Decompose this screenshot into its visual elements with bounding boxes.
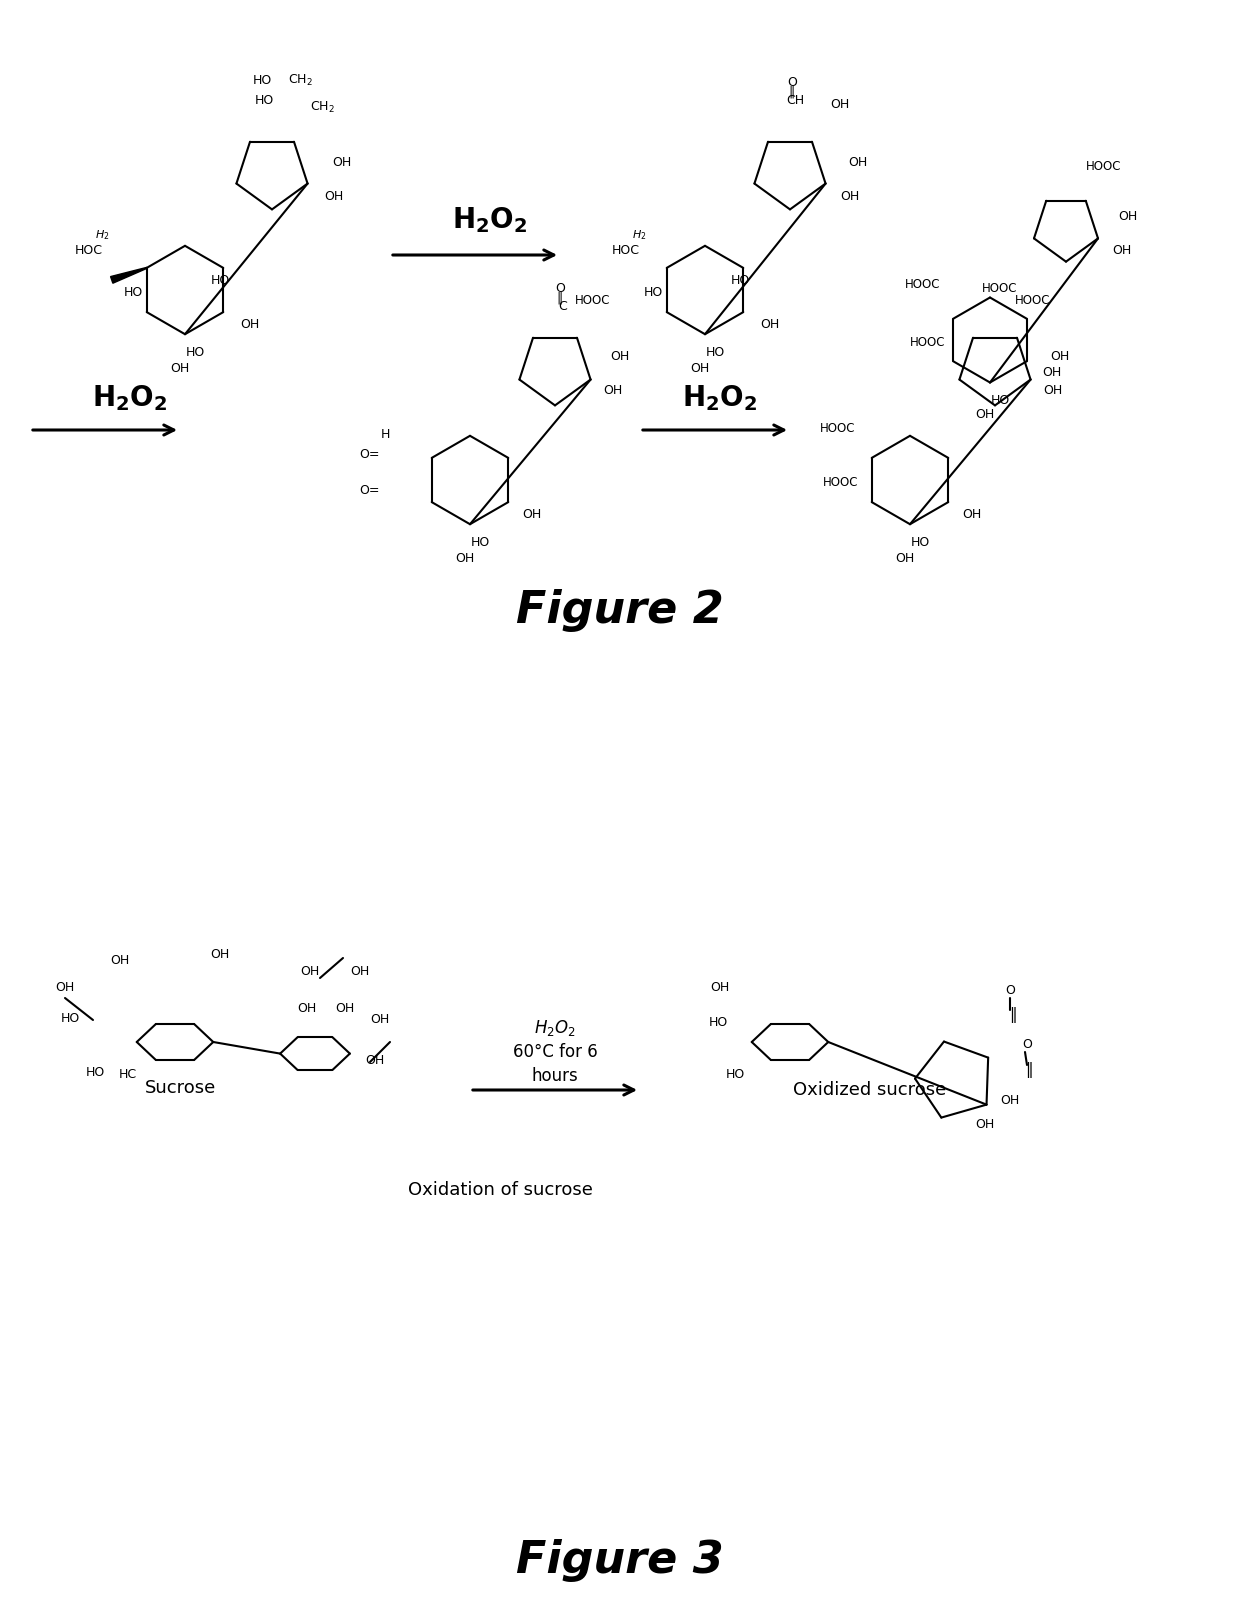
Text: OH: OH	[325, 190, 343, 203]
Text: OH: OH	[1050, 350, 1070, 363]
Text: HOOC: HOOC	[904, 279, 940, 292]
Text: C: C	[559, 300, 568, 313]
Text: OH: OH	[371, 1014, 389, 1027]
Text: HO: HO	[910, 535, 930, 548]
Text: ‖: ‖	[1009, 1008, 1017, 1024]
Text: $\mathbf{H_2O_2}$: $\mathbf{H_2O_2}$	[453, 205, 528, 235]
Text: OH: OH	[760, 319, 780, 332]
Text: Oxidation of sucrose: Oxidation of sucrose	[408, 1182, 593, 1199]
Text: HOOC: HOOC	[982, 282, 1018, 295]
Text: OH: OH	[300, 966, 320, 978]
Text: HO: HO	[253, 74, 272, 87]
Text: OH: OH	[1043, 384, 1063, 397]
Text: $H_2$: $H_2$	[632, 229, 647, 242]
Text: OH: OH	[455, 551, 475, 564]
Text: hours: hours	[532, 1067, 578, 1085]
Text: OH: OH	[711, 982, 729, 995]
Text: ‖: ‖	[789, 85, 795, 98]
Text: $H_2$: $H_2$	[95, 229, 110, 242]
Text: HO: HO	[124, 285, 143, 298]
Text: HO: HO	[706, 345, 724, 358]
Text: ‖: ‖	[557, 292, 563, 305]
Text: OH: OH	[841, 190, 859, 203]
Text: CH$_2$: CH$_2$	[288, 73, 312, 87]
Text: HOOC: HOOC	[1016, 293, 1050, 306]
Text: ‖: ‖	[1025, 1062, 1033, 1078]
Text: Sucrose: Sucrose	[144, 1078, 216, 1098]
Text: 60°C for 6: 60°C for 6	[512, 1043, 598, 1061]
Text: HOC: HOC	[613, 243, 640, 256]
Text: HO: HO	[61, 1011, 79, 1025]
Text: OH: OH	[332, 155, 352, 169]
Text: HO: HO	[211, 274, 229, 287]
Text: OH: OH	[976, 1119, 994, 1132]
Text: OH: OH	[241, 319, 259, 332]
Text: OH: OH	[56, 982, 74, 995]
Text: OH: OH	[366, 1054, 384, 1067]
Text: O: O	[1022, 1038, 1032, 1051]
Text: OH: OH	[895, 551, 915, 564]
Text: O: O	[787, 76, 797, 89]
Text: OH: OH	[962, 508, 982, 522]
Text: O: O	[556, 282, 565, 295]
Text: OH: OH	[211, 948, 229, 961]
Text: HO: HO	[644, 285, 663, 298]
Text: OH: OH	[610, 350, 630, 363]
Text: OH: OH	[110, 954, 130, 967]
Text: OH: OH	[170, 361, 190, 374]
Text: HO: HO	[708, 1016, 728, 1028]
Text: $\mathbf{H_2O_2}$: $\mathbf{H_2O_2}$	[92, 384, 167, 413]
Text: HO: HO	[86, 1066, 105, 1078]
Text: $\mathbf{H_2O_2}$: $\mathbf{H_2O_2}$	[682, 384, 758, 413]
Text: CH$_2$: CH$_2$	[310, 100, 335, 114]
Text: HOC: HOC	[74, 243, 103, 256]
Polygon shape	[110, 268, 146, 284]
Text: H: H	[381, 429, 391, 442]
Text: OH: OH	[976, 408, 994, 421]
Text: Oxidized sucrose: Oxidized sucrose	[794, 1082, 946, 1099]
Text: HO: HO	[185, 345, 205, 358]
Text: OH: OH	[335, 1001, 355, 1014]
Text: OH: OH	[831, 97, 849, 111]
Text: HOOC: HOOC	[575, 293, 611, 306]
Text: HC: HC	[119, 1069, 136, 1082]
Text: HOOC: HOOC	[820, 421, 856, 435]
Text: Figure 2: Figure 2	[516, 588, 724, 632]
Text: O: O	[1006, 983, 1014, 996]
Text: CH: CH	[786, 93, 804, 106]
Text: HO: HO	[470, 535, 490, 548]
Text: HO: HO	[730, 274, 750, 287]
Text: OH: OH	[1118, 210, 1137, 222]
Text: HOOC: HOOC	[1086, 160, 1122, 172]
Text: HO: HO	[725, 1069, 745, 1082]
Text: OH: OH	[604, 384, 622, 397]
Text: OH: OH	[1112, 243, 1132, 256]
Text: $H_2O_2$: $H_2O_2$	[534, 1019, 575, 1038]
Text: HOOC: HOOC	[909, 335, 945, 348]
Text: OH: OH	[1001, 1093, 1019, 1106]
Text: OH: OH	[691, 361, 709, 374]
Text: OH: OH	[351, 966, 370, 978]
Text: O=: O=	[360, 484, 379, 496]
Text: O=: O=	[360, 448, 379, 461]
Text: HO: HO	[254, 93, 274, 106]
Text: OH: OH	[848, 155, 868, 169]
Text: Figure 3: Figure 3	[516, 1538, 724, 1581]
Text: HO: HO	[991, 393, 1009, 406]
Text: OH: OH	[522, 508, 542, 522]
Text: OH: OH	[1043, 366, 1061, 379]
Text: OH: OH	[298, 1001, 316, 1014]
Text: HOOC: HOOC	[822, 476, 858, 488]
